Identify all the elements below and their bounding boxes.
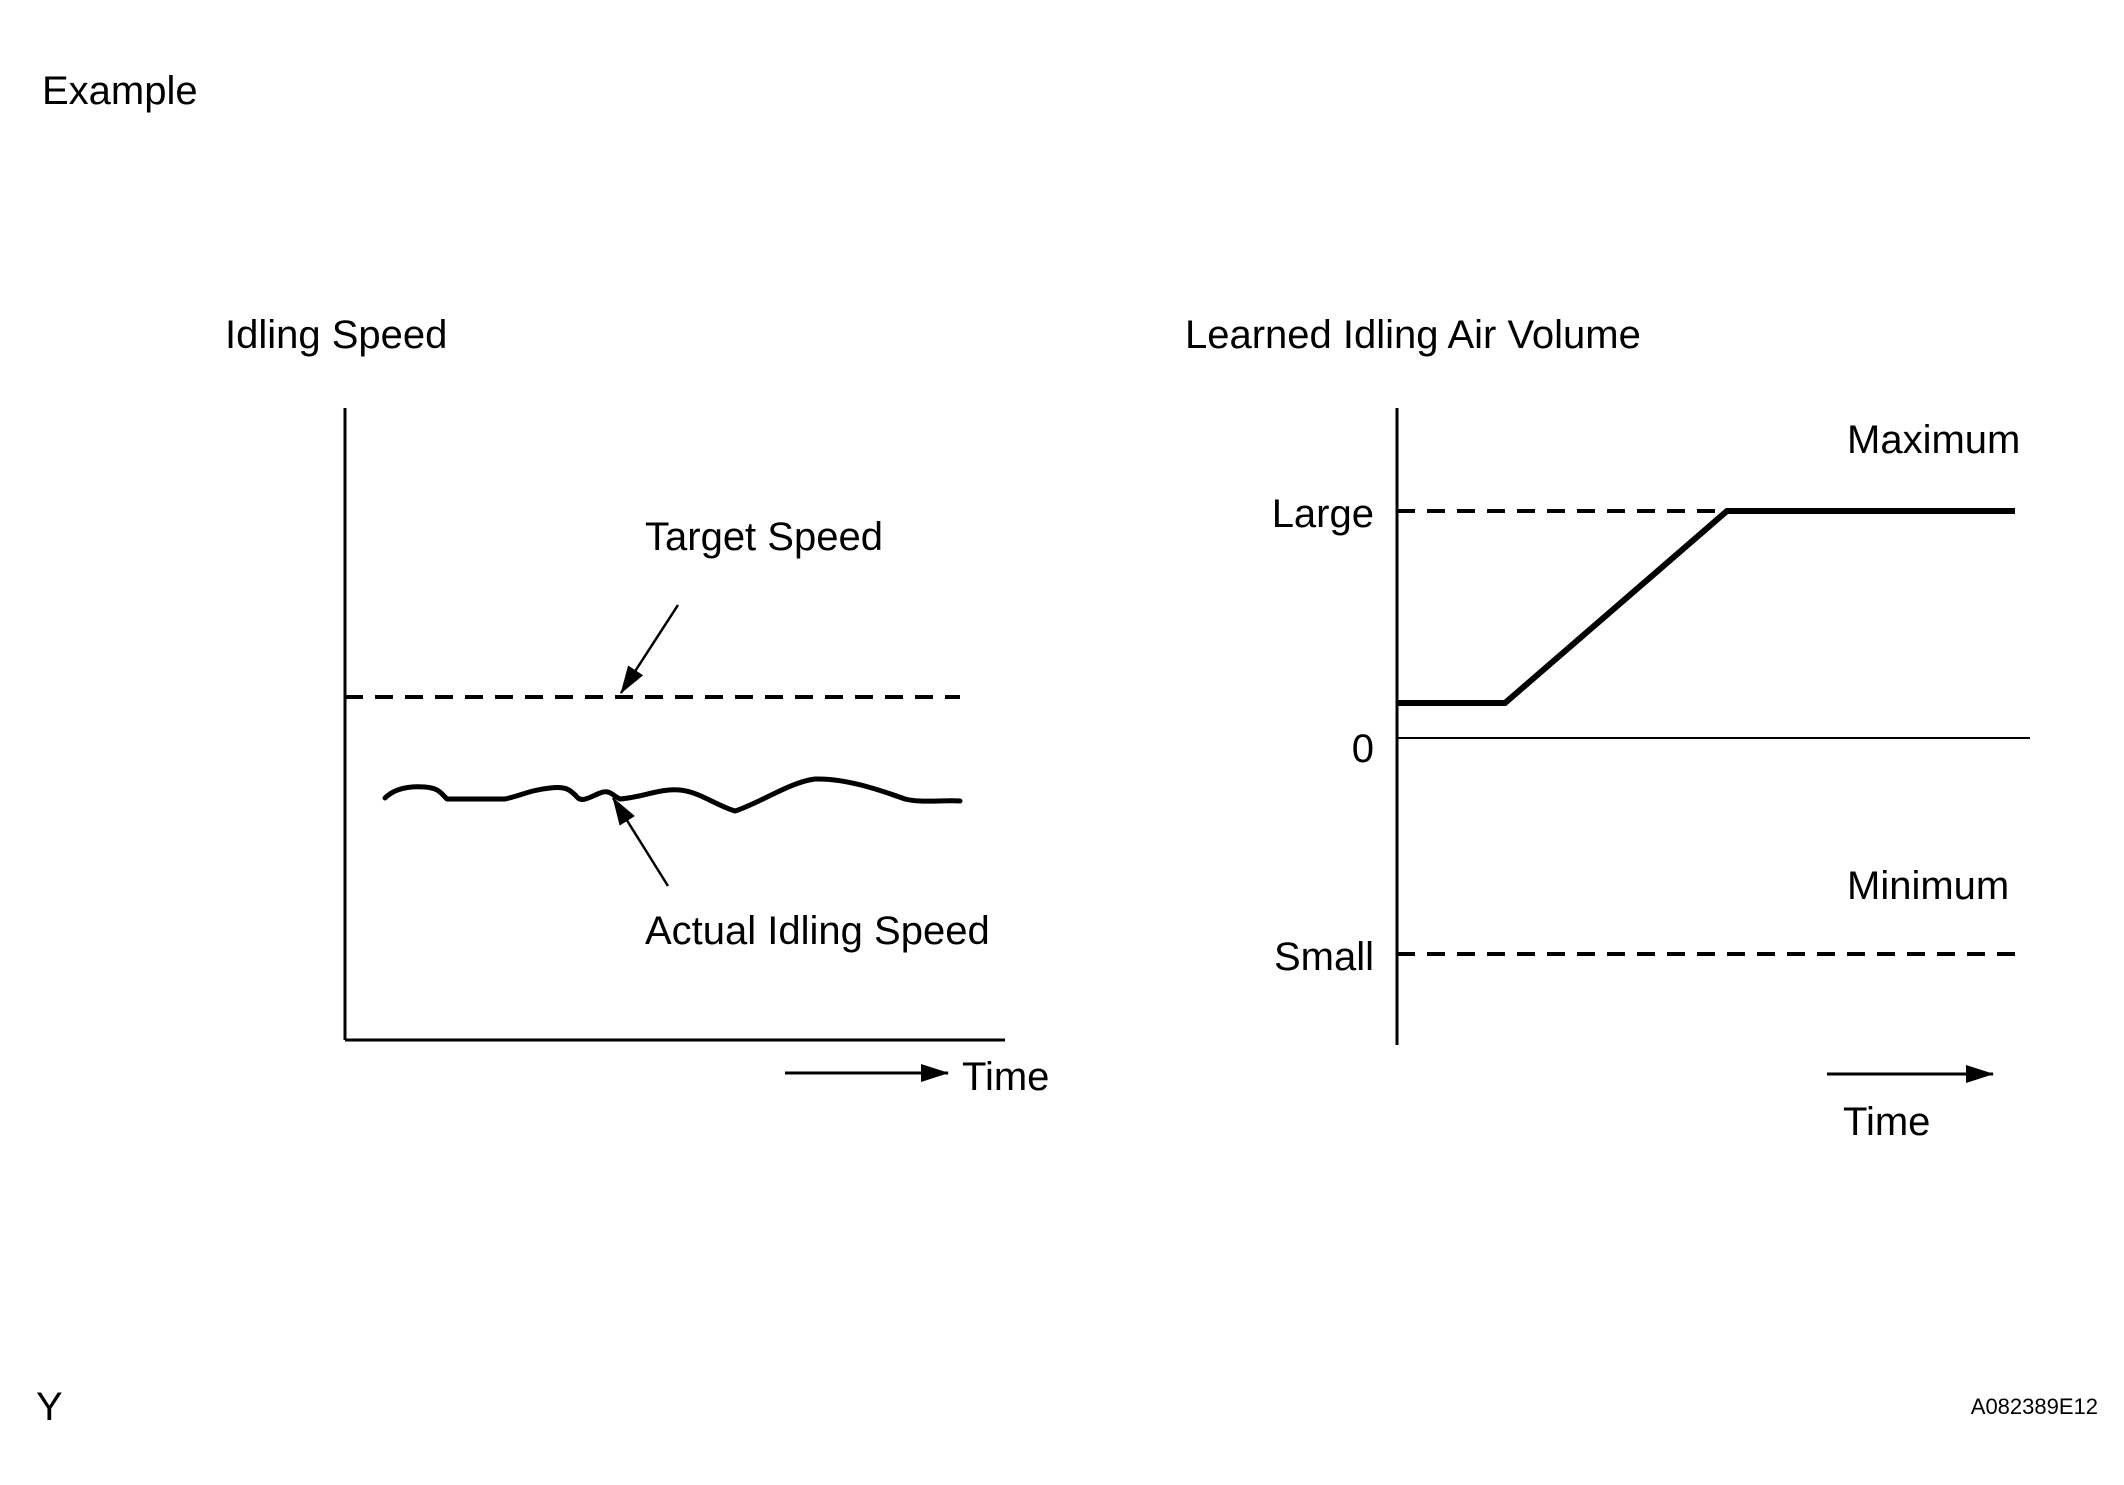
large-label: Large (1272, 492, 1374, 536)
idle-chart-title: Idling Speed (225, 313, 447, 357)
corner-mark: Y (36, 1385, 63, 1429)
target-speed-pointer (619, 604, 680, 694)
minimum-label: Minimum (1847, 864, 2009, 908)
actual-idling-speed-line (382, 776, 963, 814)
idle-speed-chart: Idling Speed Target Speed Actual Idling … (225, 313, 1049, 1099)
air-time-label: Time (1843, 1100, 1930, 1144)
maximum-label: Maximum (1847, 418, 2020, 462)
target-speed-label: Target Speed (645, 515, 883, 559)
actual-speed-label: Actual Idling Speed (645, 909, 990, 953)
zero-label: 0 (1352, 727, 1374, 771)
learned-air-volume-line (1397, 508, 2015, 706)
small-label: Small (1274, 935, 1374, 979)
air-volume-chart: Learned Idling Air Volume Large 0 Small … (1185, 313, 2030, 1144)
actual-speed-pointer (611, 797, 670, 887)
air-chart-title: Learned Idling Air Volume (1185, 313, 1641, 357)
idle-time-label: Time (962, 1055, 1049, 1099)
page-heading: Example (42, 69, 198, 113)
figure-code: A082389E12 (1971, 1394, 2098, 1419)
